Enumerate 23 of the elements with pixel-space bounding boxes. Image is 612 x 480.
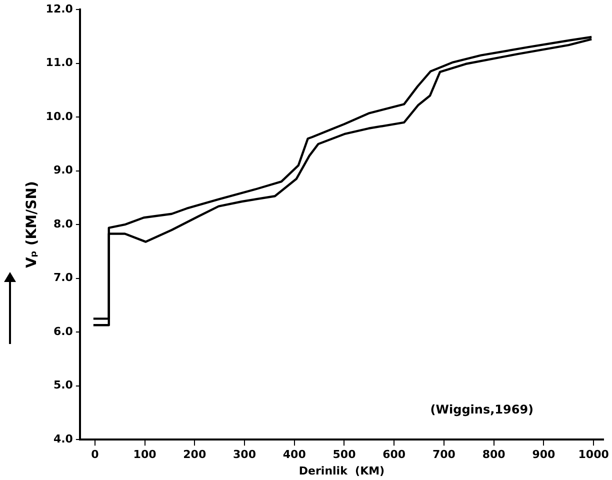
annotation: (Wiggins,1969): [430, 402, 534, 417]
x-tick-label: 900: [532, 448, 556, 462]
y-tick-label: 4.0: [53, 432, 74, 446]
x-tick-label: 600: [382, 448, 406, 462]
x-tick-label: 500: [332, 448, 356, 462]
y-tick-label: 7.0: [53, 271, 74, 284]
y-tick-label: 10.0: [46, 110, 74, 123]
x-tick-label: 200: [183, 448, 206, 462]
y-tick-label: 6.0: [53, 324, 74, 338]
x-axis-title: Derinlik (KM): [298, 464, 385, 478]
x-tick-label: 300: [233, 448, 256, 462]
x-tick-label: 800: [482, 448, 506, 462]
x-tick-label: 100: [133, 448, 157, 462]
x-tick-label: 400: [282, 448, 306, 462]
y-tick-label: 12.0: [46, 2, 74, 16]
y-tick-label: 9.0: [53, 164, 74, 177]
y-tick-label: 8.0: [53, 217, 74, 230]
y-tick-label: 11.0: [46, 56, 74, 70]
x-tick-label: 700: [432, 448, 456, 462]
y-axis-title: Vₚ (KM/SN): [24, 181, 40, 268]
x-tick-label: 1000: [578, 448, 610, 462]
x-tick-label: 0: [91, 448, 100, 462]
y-tick-label: 5.0: [53, 378, 74, 392]
